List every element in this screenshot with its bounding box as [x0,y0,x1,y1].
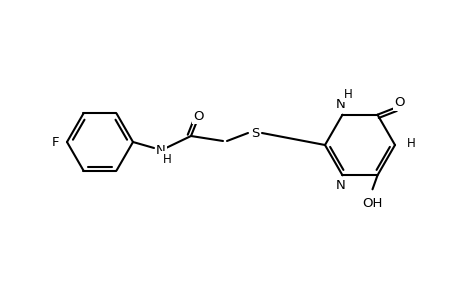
Text: O: O [193,110,204,122]
Text: S: S [250,127,258,140]
Text: O: O [393,96,404,109]
Text: N: N [335,179,345,192]
Text: OH: OH [362,197,382,210]
Text: H: H [343,88,352,101]
Text: N: N [335,98,345,111]
Text: H: H [162,152,171,166]
Text: F: F [51,136,59,148]
Text: N: N [156,143,166,157]
Text: H: H [406,136,415,149]
